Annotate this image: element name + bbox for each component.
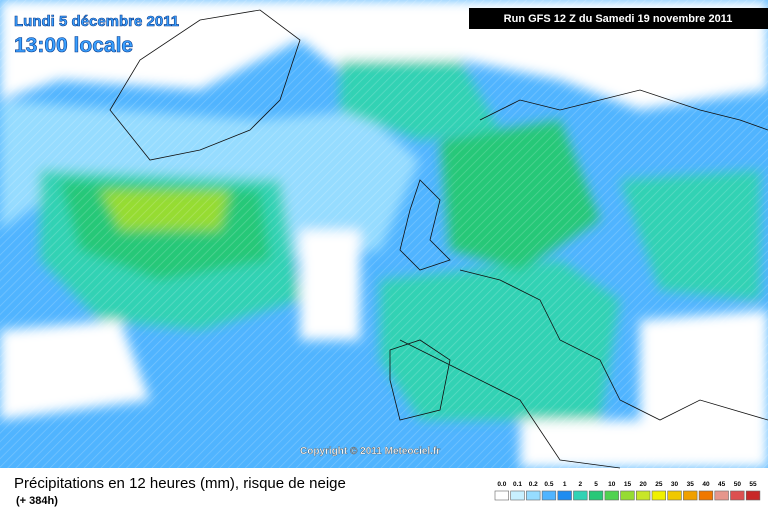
legend-swatch xyxy=(557,490,572,501)
run-box xyxy=(469,8,768,29)
legend-swatch xyxy=(620,490,635,501)
legend-label: 5 xyxy=(594,481,598,488)
legend-swatch xyxy=(651,490,666,501)
legend-label: 25 xyxy=(655,481,663,488)
legend-label: 55 xyxy=(749,481,757,488)
legend-label: 2 xyxy=(579,481,583,488)
run-info: Run GFS 12 Z du Samedi 19 novembre 2011 xyxy=(504,13,733,25)
coastlines xyxy=(109,9,768,469)
copyright: Copyright © 2011 Meteociel.fr xyxy=(300,446,440,457)
footer-title: Précipitations en 12 heures (mm), risque… xyxy=(14,475,346,492)
footer-lead: (+ 384h) xyxy=(16,495,58,507)
legend-label: 0.2 xyxy=(529,481,538,488)
date: Lundi 5 décembre 2011 xyxy=(14,13,179,30)
time: 13:00 locale xyxy=(14,34,133,57)
legend-label: 0.5 xyxy=(544,481,553,488)
legend-label: 50 xyxy=(734,481,742,488)
legend-label: 20 xyxy=(640,481,648,488)
legend-swatch xyxy=(604,490,619,501)
legend-swatch xyxy=(635,490,651,501)
legend-swatch xyxy=(526,490,541,501)
legend-label: 30 xyxy=(671,481,679,488)
legend-label: 15 xyxy=(624,481,632,488)
legend-swatch xyxy=(745,490,761,501)
legend-swatch xyxy=(541,490,557,501)
legend-swatch xyxy=(714,490,729,501)
legend-label: 35 xyxy=(687,481,695,488)
legend-label: 1 xyxy=(563,481,567,488)
legend-swatch xyxy=(667,490,682,501)
legend-swatch xyxy=(573,490,588,501)
snow-hatching xyxy=(0,0,768,468)
legend: 0.0 0.1 0.2 0.5 1 2 5 10 15 20 25 30 35 40 45 50 55 xyxy=(494,481,761,501)
legend-swatch xyxy=(683,490,698,501)
legend-label: 0.1 xyxy=(513,481,522,488)
legend-swatch xyxy=(494,490,509,501)
legend-swatch xyxy=(730,490,745,501)
legend-swatch xyxy=(588,490,604,501)
legend-label: 10 xyxy=(608,481,616,488)
legend-label: 40 xyxy=(702,481,710,488)
legend-label: 0.0 xyxy=(497,481,506,488)
legend-swatch xyxy=(698,490,714,501)
legend-swatch xyxy=(510,490,525,501)
legend-label: 45 xyxy=(718,481,726,488)
